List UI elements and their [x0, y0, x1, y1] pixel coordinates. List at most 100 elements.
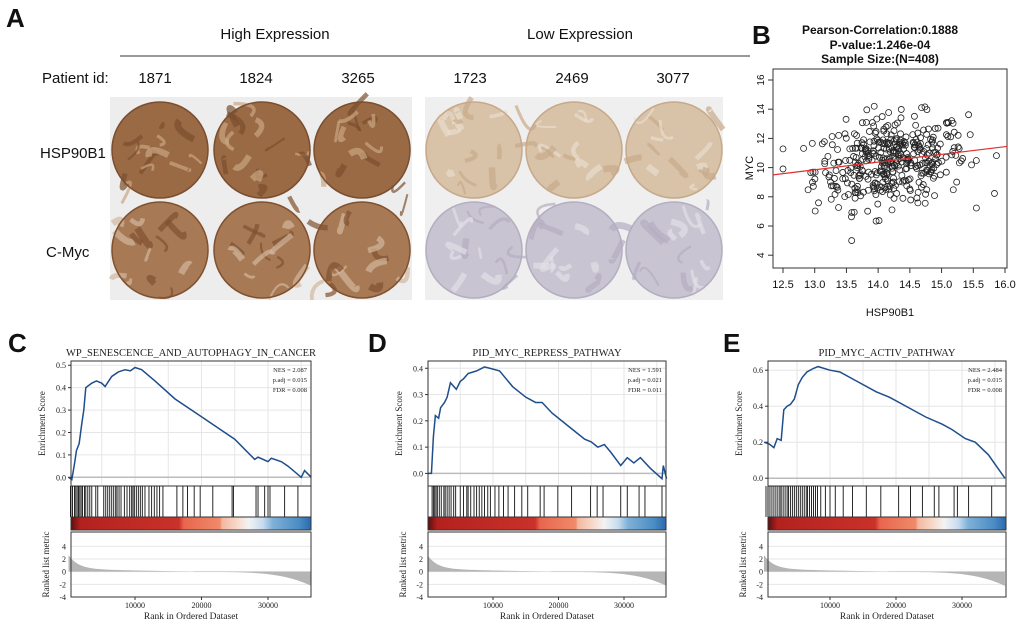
tissue-texture	[399, 193, 409, 217]
tissue-texture	[594, 273, 602, 286]
scatter-point	[851, 130, 858, 138]
scatter-point	[870, 102, 878, 110]
ranked-y-tick-label: -2	[756, 580, 763, 589]
tissue-texture	[256, 183, 268, 198]
tissue-texture	[477, 247, 483, 259]
scatter-point	[896, 166, 904, 174]
scatter-point	[886, 148, 894, 156]
enrichment-score-line	[763, 365, 1006, 479]
scatter-point	[870, 137, 878, 145]
scatter-point	[948, 117, 956, 125]
tissue-texture	[699, 259, 711, 271]
panel-b: B Pearson-Correlation:0.1888 P-value:1.2…	[744, 20, 1016, 319]
tissue-core-edge	[111, 201, 209, 299]
tissue-texture	[506, 245, 529, 259]
y-tick-label: 0.4	[413, 364, 423, 373]
tissue-texture	[140, 163, 155, 172]
scatter-point	[800, 144, 807, 152]
y-tick-label: 0.0	[56, 473, 66, 482]
scatter-point	[890, 147, 898, 154]
y-tick-label: 0.4	[753, 402, 763, 411]
tissue-texture	[478, 205, 495, 217]
scatter-point	[918, 160, 926, 167]
patient-id: 3077	[656, 70, 689, 87]
scatter-point	[944, 119, 952, 127]
y-tick-label: 4	[756, 252, 767, 258]
scatter-point	[901, 139, 909, 147]
scatter-point	[874, 169, 881, 177]
tissue-texture	[221, 155, 229, 175]
scatter-point	[875, 144, 882, 152]
gene-set-title: WP_SENESCENCE_AND_AUTOPHAGY_IN_CANCER	[66, 348, 316, 359]
y-tick-label: 0.3	[56, 406, 66, 415]
tissue-texture	[108, 272, 128, 281]
scatter-point	[922, 168, 930, 176]
y-tick-label: 0.6	[753, 366, 763, 375]
tissue-texture	[489, 109, 509, 119]
tissue-texture	[689, 183, 698, 191]
tissue-texture	[178, 260, 193, 276]
ranked-y-tick-label: 2	[62, 555, 66, 564]
ranked-color-bar	[767, 516, 1007, 531]
ranked-axis-label: Ranked list metric	[398, 532, 408, 598]
ranked-y-tick-label: 2	[759, 555, 763, 564]
tissue-texture	[633, 107, 655, 125]
tissue-texture	[129, 217, 146, 227]
tissue-texture	[281, 220, 295, 230]
tissue-texture	[480, 271, 502, 285]
x-tick-label: 10000	[483, 601, 503, 610]
scatter-point	[914, 162, 922, 169]
stat-label: FDR = 0.011	[628, 387, 662, 394]
ranked-y-tick-label: -2	[59, 580, 66, 589]
scatter-point	[914, 129, 922, 137]
p-value-title: P-value:1.246e-04	[830, 38, 931, 52]
tissue-texture	[169, 160, 192, 172]
y-tick-label: 6	[756, 223, 767, 229]
scatter-point	[972, 157, 980, 164]
x-axis-label: Rank in Ordered Dataset	[144, 612, 239, 622]
y-tick-label: 0.1	[56, 451, 66, 460]
tissue-core	[214, 102, 310, 198]
tissue-texture	[158, 122, 165, 130]
scatter-point	[948, 151, 956, 159]
tissue-texture	[547, 179, 561, 192]
scatter-point	[882, 123, 890, 131]
tissue-texture	[577, 109, 588, 123]
scatter-point	[849, 145, 857, 152]
scatter-point	[895, 142, 903, 150]
scatter-point	[916, 146, 924, 154]
scatter-point	[911, 112, 918, 120]
scatter-point	[918, 169, 926, 177]
tissue-core-edge	[425, 101, 523, 199]
tissue-texture	[585, 163, 603, 182]
y-tick-label: 8	[756, 194, 767, 200]
scatter-point	[848, 213, 855, 221]
scatter-point	[923, 106, 931, 113]
enrichment-score-line	[427, 366, 668, 481]
tissue-core-edge	[213, 101, 311, 199]
x-tick-label: 30000	[258, 601, 278, 610]
tissue-texture	[347, 121, 362, 132]
scatter-point	[894, 119, 901, 127]
scatter-point	[957, 157, 965, 165]
scatter-point	[912, 136, 920, 143]
tissue-core-edge	[525, 101, 623, 199]
scatter-point	[910, 139, 918, 147]
gene-set-title: PID_MYC_ACTIV_PATHWAY	[819, 348, 956, 359]
stat-label: p.adj = 0.015	[968, 377, 1002, 384]
scatter-point	[942, 168, 950, 176]
tissue-texture	[225, 111, 246, 136]
patient-id: 1824	[239, 70, 272, 87]
tissue-texture	[537, 222, 564, 237]
tissue-texture	[188, 153, 203, 165]
scatter-point	[900, 138, 908, 145]
stat-label: FDR = 0.008	[273, 387, 307, 394]
tissue-texture	[488, 217, 511, 231]
scatter-point	[831, 190, 839, 198]
scatter-point	[879, 136, 887, 144]
ranked-y-tick-label: 0	[62, 568, 66, 577]
scatter-point	[965, 111, 972, 119]
scatter-point	[828, 141, 836, 149]
scatter-point	[927, 168, 935, 176]
scatter-point	[884, 122, 892, 129]
